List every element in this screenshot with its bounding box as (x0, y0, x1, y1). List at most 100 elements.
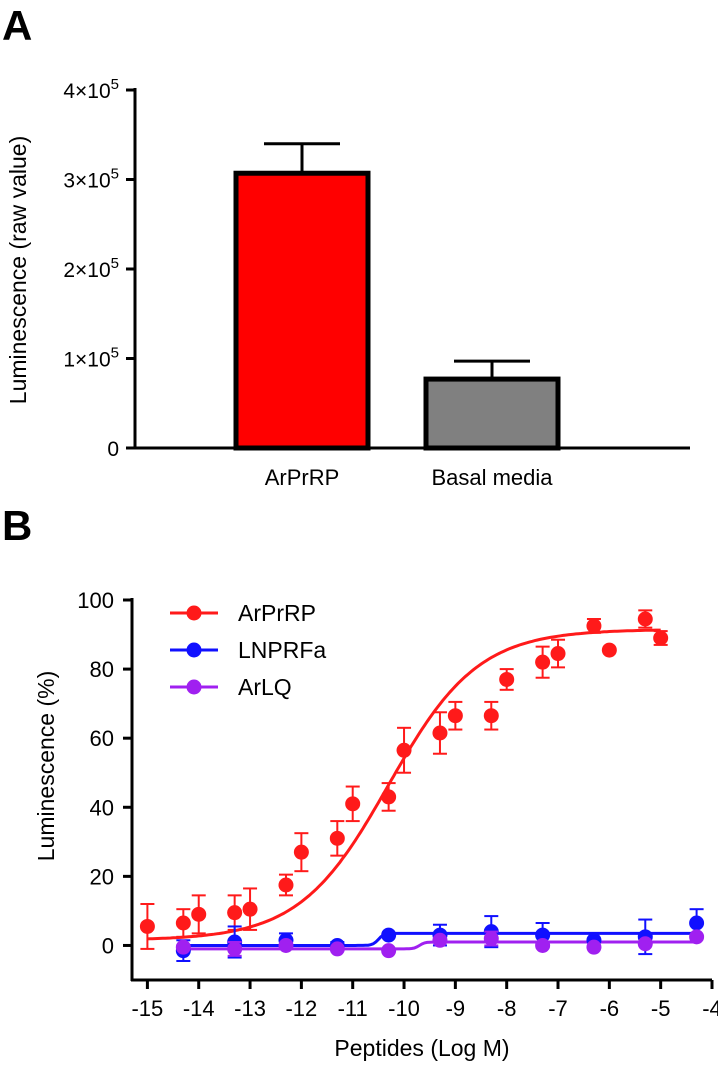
point-arprrp-20 (653, 630, 669, 646)
point-arprrp-14 (499, 668, 515, 691)
legend-label-2: ArLQ (238, 674, 292, 700)
marker (432, 725, 448, 741)
marker (381, 927, 397, 943)
y-tick-label-4: 4×105 (63, 76, 119, 103)
marker (432, 932, 448, 948)
point-arprrp-11 (432, 711, 448, 755)
panel-b-xlabel: Peptides (Log M) (334, 1035, 509, 1061)
marker (535, 927, 551, 943)
y-tick-label-5: 100 (77, 588, 114, 613)
y-tick-label-0: 0 (102, 933, 114, 958)
y-tick-label-3: 60 (90, 726, 114, 751)
marker (586, 618, 602, 634)
legend-label-0: ArPrRP (238, 600, 316, 626)
x-tick-label-4: -11 (338, 996, 368, 1021)
marker (329, 941, 345, 957)
marker (396, 742, 412, 758)
panel-b-x-ticks: -15 -14 -13 -12 -11 -10 -9 -8 -7 -6 -5 -4 (131, 980, 718, 1021)
marker (550, 646, 566, 662)
point-arprrp-13 (483, 700, 499, 731)
marker (175, 939, 191, 955)
panel-b-fit-curves (147, 628, 697, 951)
marker (483, 931, 499, 947)
panel-a-axes (133, 88, 690, 450)
panel-b-label: B (2, 502, 32, 549)
x-tick-label-9: -6 (600, 996, 620, 1021)
marker (601, 642, 617, 658)
point-arprrp-18 (601, 642, 617, 658)
x-tick-label-2: -13 (234, 996, 266, 1021)
marker (278, 937, 294, 953)
y-tick-label-0: 0 (107, 438, 119, 461)
panel-a-x-categories: ArPrRP Basal media (265, 465, 554, 490)
marker (227, 941, 243, 957)
legend-marker-0 (186, 605, 202, 621)
point-arlq-4 (381, 943, 397, 959)
x-tick-label-0: -15 (131, 996, 163, 1021)
marker (447, 708, 463, 724)
marker (242, 901, 258, 917)
point-arprrp-0 (139, 903, 155, 950)
panel-a-ylabel: Luminescence (raw value) (5, 136, 31, 404)
marker (381, 943, 397, 959)
y-tick-label-1: 20 (90, 864, 114, 889)
legend-marker-1 (186, 642, 202, 658)
panel-b-ylabel: Luminescence (%) (33, 671, 59, 861)
point-arprrp-10 (396, 726, 412, 774)
x-tick-label-10: -5 (651, 996, 671, 1021)
marker (535, 654, 551, 670)
point-arlq-10 (689, 929, 705, 945)
marker (345, 796, 361, 812)
marker (637, 611, 653, 627)
y-tick-label-2: 40 (90, 795, 114, 820)
point-arlq-6 (483, 930, 499, 947)
marker (191, 906, 207, 922)
point-arprrp-5 (278, 873, 294, 897)
panel-a-y-ticks: 0 1×105 2×105 3×105 4×105 (63, 76, 135, 461)
x-category-label-0: ArPrRP (265, 465, 340, 490)
point-arprrp-4 (242, 887, 258, 931)
marker (689, 915, 705, 931)
point-arlq-7 (535, 937, 551, 953)
marker (637, 936, 653, 952)
point-arprrp-16 (550, 638, 566, 669)
y-tick-label-1: 1×105 (63, 345, 119, 372)
marker (381, 789, 397, 805)
point-arlq-8 (586, 939, 602, 955)
point-arlq-5 (432, 932, 448, 948)
x-tick-label-11: -4 (702, 996, 718, 1021)
fit-curve-arprrp (147, 628, 661, 941)
point-arlq-9 (637, 936, 653, 952)
point-arlq-1 (227, 941, 243, 957)
panel-b-points (139, 609, 705, 962)
point-arprrp-3 (227, 894, 243, 931)
y-tick-label-4: 80 (90, 657, 114, 682)
x-tick-label-3: -12 (285, 996, 317, 1021)
panel-b-axes (130, 598, 712, 982)
point-arprrp-7 (329, 820, 345, 857)
marker (535, 937, 551, 953)
point-arprrp-9 (381, 782, 397, 812)
marker (499, 671, 515, 687)
marker (329, 830, 345, 846)
panel-a-bars (233, 142, 561, 451)
point-arprrp-8 (345, 785, 361, 823)
marker (689, 929, 705, 945)
point-arprrp-19 (637, 609, 653, 629)
point-arprrp-1 (175, 908, 191, 938)
point-arprrp-6 (293, 832, 309, 873)
marker (278, 877, 294, 893)
point-arprrp-17 (586, 618, 602, 634)
point-arlq-2 (278, 937, 294, 953)
point-arlq-0 (175, 939, 191, 955)
x-tick-label-6: -9 (446, 996, 466, 1021)
bar-arprrp (233, 170, 371, 451)
point-arprrp-15 (535, 645, 551, 679)
x-tick-label-5: -10 (388, 996, 420, 1021)
point-arlq-3 (329, 941, 345, 957)
x-tick-label-7: -8 (497, 996, 517, 1021)
y-tick-label-2: 2×105 (63, 255, 119, 282)
y-tick-label-3: 3×105 (63, 166, 119, 193)
legend-marker-2 (186, 679, 202, 695)
